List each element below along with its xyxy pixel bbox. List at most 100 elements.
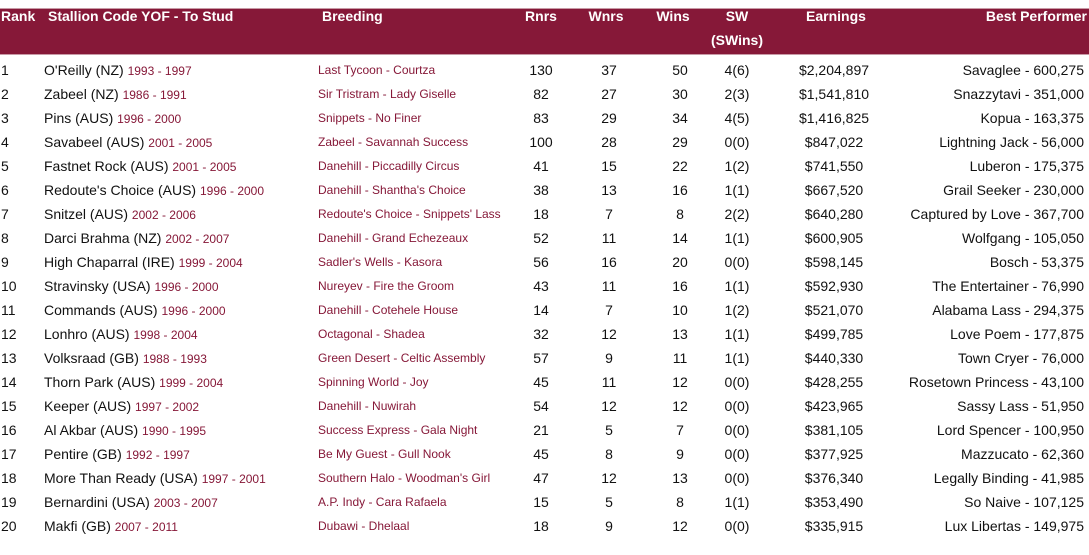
stallion-text: Stravinsky (USA) — [44, 278, 151, 294]
sw-text: 0(0) — [724, 518, 750, 534]
breeding-text: Be My Guest - Gull Nook — [318, 447, 451, 461]
wins-text: 8 — [676, 206, 684, 222]
earnings-text: $499,785 — [804, 326, 864, 342]
table-row: 3 Pins (AUS) 1996 - 2000 Snippets - No Fin… — [0, 106, 1089, 130]
runners-cell: 47 — [533, 466, 549, 490]
earnings-text: $741,550 — [804, 158, 864, 174]
wins-text: 13 — [672, 470, 688, 486]
stallion-cell: Snitzel (AUS) 2002 - 2006 — [44, 202, 196, 227]
sw-text: 4(6) — [724, 62, 750, 78]
wnrs-text: 28 — [601, 134, 617, 150]
rank-cell: 20 — [1, 514, 17, 538]
best-performer-cell: Rosetown Princess - 43,100 — [909, 370, 1084, 394]
wnrs-text: 5 — [605, 422, 613, 438]
rank-cell: 8 — [1, 226, 9, 250]
earnings-cell: $667,520 — [805, 178, 863, 202]
best-performer-cell: Captured by Love - 367,700 — [910, 202, 1084, 226]
runners-cell: 21 — [533, 418, 549, 442]
rnrs-text: 41 — [533, 158, 549, 174]
earnings-text: $440,330 — [804, 350, 864, 366]
stakes-winners-cell: 0(0) — [725, 514, 750, 538]
earnings-cell: $381,105 — [805, 418, 863, 442]
wins-cell: 13 — [672, 466, 688, 490]
rank-text: 7 — [1, 206, 9, 222]
stallion-text: Redoute's Choice (AUS) — [44, 182, 197, 198]
rank-text: 15 — [1, 398, 17, 414]
runners-cell: 18 — [533, 202, 549, 226]
sw-text: 1(1) — [724, 278, 750, 294]
wnrs-text: 11 — [601, 230, 617, 246]
rank-text: 8 — [1, 230, 9, 246]
best-text: Town Cryer - 76,000 — [957, 350, 1084, 366]
header-earnings: Earnings — [806, 8, 866, 24]
rank-cell: 3 — [1, 106, 9, 130]
breeding-cell: Southern Halo - Woodman's Girl — [318, 466, 490, 490]
best-performer-cell: Town Cryer - 76,000 — [958, 346, 1084, 370]
rnrs-text: 54 — [533, 398, 549, 414]
wins-text: 7 — [676, 422, 684, 438]
breeding-text: Danehill - Cotehele House — [318, 303, 459, 317]
header-rank: Rank — [1, 8, 36, 24]
wins-text: 16 — [672, 278, 688, 294]
wins-cell: 34 — [672, 106, 688, 130]
earnings-cell: $440,330 — [805, 346, 863, 370]
wins-cell: 7 — [676, 418, 684, 442]
stallion-text: Makfi (GB) — [44, 518, 111, 534]
breeding-cell: Danehill - Nuwirah — [318, 394, 416, 418]
wnrs-text: 12 — [601, 326, 617, 342]
rnrs-text: 57 — [533, 350, 549, 366]
wnrs-text: 9 — [605, 518, 613, 534]
stallion-cell: Redoute's Choice (AUS) 1996 - 2000 — [44, 178, 264, 203]
earnings-text: $667,520 — [804, 182, 864, 198]
header-wnrs: Wnrs — [588, 8, 624, 24]
stakes-winners-cell: 1(1) — [725, 274, 750, 298]
stallion-cell: Thorn Park (AUS) 1999 - 2004 — [44, 370, 223, 395]
earnings-text: $521,070 — [804, 302, 864, 318]
stakes-winners-cell: 0(0) — [725, 370, 750, 394]
breeding-text: Octagonal - Shadea — [318, 327, 425, 341]
rnrs-text: 21 — [533, 422, 549, 438]
winners-cell: 7 — [605, 202, 613, 226]
rnrs-text: 56 — [533, 254, 549, 270]
earnings-text: $600,905 — [804, 230, 864, 246]
earnings-text: $353,490 — [804, 494, 864, 510]
stallion-text: Pentire (GB) — [44, 446, 122, 462]
runners-cell: 52 — [533, 226, 549, 250]
breeding-text: Danehill - Piccadilly Circus — [318, 159, 460, 173]
earnings-cell: $353,490 — [805, 490, 863, 514]
wins-cell: 12 — [672, 370, 688, 394]
rnrs-text: 18 — [533, 518, 549, 534]
best-performer-cell: Wolfgang - 105,050 — [962, 226, 1084, 250]
rank-cell: 15 — [1, 394, 17, 418]
breeding-text: Zabeel - Savannah Success — [318, 135, 469, 149]
wins-text: 34 — [672, 110, 688, 126]
best-performer-cell: Kopua - 163,375 — [980, 106, 1084, 130]
years-text: 2002 - 2006 — [131, 208, 196, 222]
rank-cell: 11 — [1, 298, 16, 322]
breeding-cell: Snippets - No Finer — [318, 106, 421, 130]
runners-cell: 38 — [533, 178, 549, 202]
rank-cell: 16 — [1, 418, 17, 442]
winners-cell: 16 — [601, 250, 617, 274]
years-text: 1996 - 2000 — [117, 112, 182, 126]
earnings-text: $847,022 — [804, 134, 864, 150]
rank-text: 1 — [1, 62, 9, 78]
rank-cell: 13 — [1, 346, 17, 370]
table-row: 13 Volksraad (GB) 1988 - 1993 Green Desert… — [0, 346, 1089, 370]
wnrs-text: 15 — [601, 158, 617, 174]
wins-text: 50 — [672, 62, 688, 78]
sw-text: 0(0) — [724, 254, 750, 270]
rank-cell: 9 — [1, 250, 9, 274]
winners-cell: 9 — [605, 514, 613, 538]
stallion-cell: Volksraad (GB) 1988 - 1993 — [44, 346, 207, 371]
runners-cell: 83 — [533, 106, 549, 130]
winners-cell: 12 — [601, 466, 617, 490]
rnrs-text: 82 — [533, 86, 549, 102]
rank-text: 13 — [1, 350, 17, 366]
header-breeding: Breeding — [322, 8, 383, 24]
stallion-text: Keeper (AUS) — [44, 398, 132, 414]
stallion-text: Lonhro (AUS) — [44, 326, 130, 342]
winners-cell: 37 — [601, 58, 617, 82]
stallion-cell: High Chaparral (IRE) 1999 - 2004 — [44, 250, 243, 275]
wins-cell: 8 — [676, 490, 684, 514]
